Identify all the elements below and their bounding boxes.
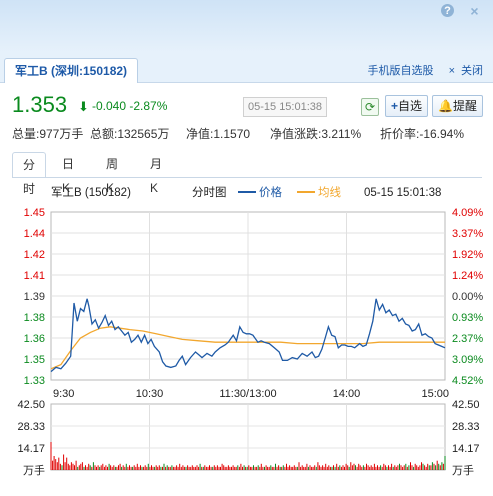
chart-title: 分时图 (192, 186, 227, 199)
price-tick-label: 1.33 (24, 375, 45, 387)
stat-nav-change: 净值涨跌:3.211% (270, 127, 362, 141)
volume-tick-label: 万手 (23, 463, 45, 477)
pct-tick-label: 1.24% (452, 270, 483, 282)
quote-timestamp: 05-15 15:01:38 (243, 97, 328, 117)
pct-tick-label: 4.09% (452, 207, 483, 219)
change-value: -0.040 (92, 99, 127, 113)
price-line (50, 298, 446, 373)
alert-button[interactable]: 🔔提醒 (432, 95, 483, 117)
price-tick-label: 1.44 (24, 228, 45, 240)
price-tick-label: 1.42 (24, 249, 45, 261)
stat-amount: 总额:132565万 (90, 127, 170, 141)
stock-tab[interactable]: 军工B (深圳:150182) (4, 58, 139, 83)
time-tick-label: 14:00 (333, 388, 361, 400)
plus-icon: + (391, 99, 399, 113)
tab-monthly-k[interactable]: 月K (150, 157, 163, 195)
add-watchlist-button[interactable]: +自选 (385, 95, 429, 117)
window-header: ? × (0, 0, 493, 52)
stat-premium: 折价率:-16.94% (380, 127, 465, 141)
volume-tick-label: 42.50 (17, 399, 45, 411)
volume-tick-label-right: 42.50 (452, 399, 480, 411)
pct-tick-label: 3.09% (452, 354, 483, 366)
price-change: -0.040 -2.87% (92, 99, 167, 113)
legend-price-label: 价格 (259, 185, 282, 199)
current-price: 1.353 (12, 92, 68, 117)
price-tick-label: 1.45 (24, 207, 45, 219)
price-tick-label: 1.39 (24, 291, 45, 303)
pct-tick-label: 1.92% (452, 249, 483, 261)
bell-icon: 🔔 (438, 99, 453, 113)
price-tick-label: 1.38 (24, 312, 45, 324)
help-icon[interactable]: ? (441, 4, 454, 17)
close-link-label: 关闭 (461, 65, 483, 77)
tabs-underline (12, 177, 482, 178)
pct-tick-label: 3.37% (452, 228, 483, 240)
arrow-down-icon: ⬇ (78, 99, 89, 114)
mobile-watchlist-link[interactable]: 手机版自选股 (367, 65, 434, 77)
pct-tick-label: 2.37% (452, 333, 483, 345)
avg-line (50, 326, 445, 370)
volume-tick-label: 14.17 (17, 443, 45, 455)
volume-tick-label: 28.33 (17, 421, 45, 433)
stat-nav: 净值:1.1570 (186, 127, 251, 141)
time-tick-label: 9:30 (53, 388, 74, 400)
change-percent: -2.87% (129, 99, 168, 113)
refresh-icon[interactable]: ⟳ (361, 98, 379, 116)
tab-strip: 军工B (深圳:150182) 手机版自选股 × 关闭 (0, 52, 493, 83)
volume-tick-label-right: 万手 (452, 463, 474, 477)
volume-tick-label-right: 28.33 (452, 421, 480, 433)
chart-stock-label: 军工B (150182) (51, 186, 131, 199)
window-close-icon[interactable]: × (470, 2, 479, 19)
time-tick-label: 10:30 (136, 388, 164, 400)
pct-tick-label: 0.00% (452, 291, 483, 303)
alert-label: 提醒 (452, 99, 477, 113)
tab-daily-k[interactable]: 日K (62, 157, 75, 195)
time-tick-label: 11:30/13:00 (219, 388, 276, 400)
legend-avg-label: 均线 (318, 185, 341, 199)
close-link[interactable]: × 关闭 (443, 65, 483, 77)
price-tick-label: 1.35 (24, 354, 45, 366)
time-tick-label: 15:00 (421, 388, 449, 400)
tab-weekly-k[interactable]: 周K (106, 157, 119, 195)
price-tick-label: 1.36 (24, 333, 45, 345)
volume-tick-label-right: 14.17 (452, 443, 480, 455)
stat-volume: 总量:977万手 (12, 127, 84, 141)
pct-tick-label: 4.52% (452, 375, 483, 387)
add-watchlist-label: 自选 (398, 99, 423, 113)
price-tick-label: 1.41 (24, 270, 45, 282)
chart-time-label: 05-15 15:01:38 (364, 187, 441, 199)
pct-tick-label: 0.93% (452, 312, 483, 324)
close-x-icon: × (448, 65, 455, 77)
